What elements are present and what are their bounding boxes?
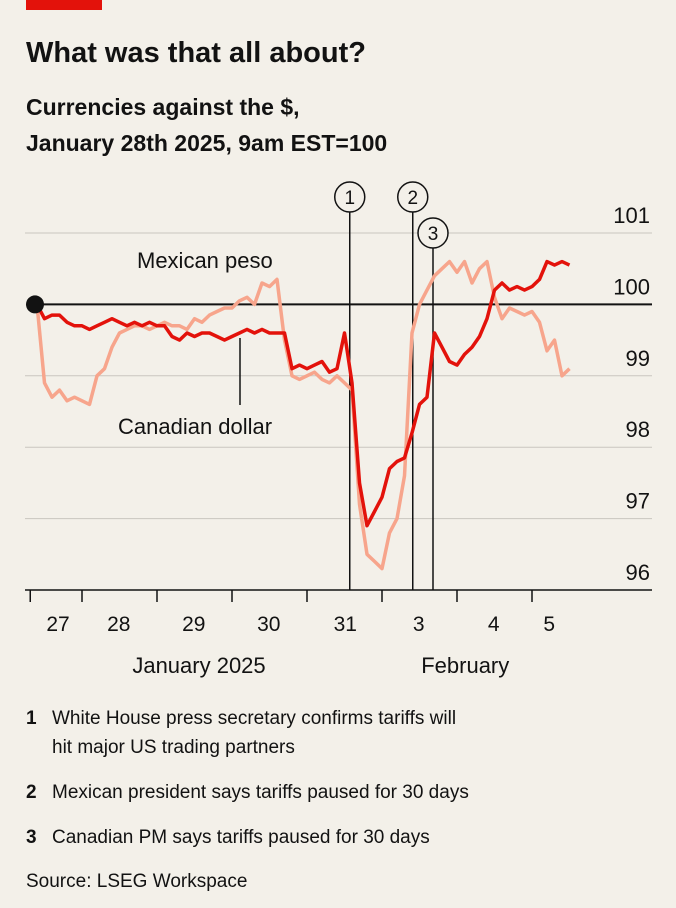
x-tick-label: 27 (46, 613, 69, 636)
source: Source: LSEG Workspace (26, 871, 247, 892)
legend-label: Mexican peso (137, 248, 273, 273)
x-tick-label: 30 (257, 613, 280, 636)
chart-subtitle: January 28th 2025, 9am EST=100 (26, 130, 387, 156)
note-number: 2 (26, 782, 37, 803)
note-text: hit major US trading partners (52, 737, 295, 758)
event-label: 1 (344, 188, 355, 209)
series-line (35, 259, 571, 571)
x-tick-label: 5 (543, 613, 555, 636)
event-label: 2 (407, 188, 418, 209)
series-line (35, 259, 571, 528)
y-tick-label: 97 (626, 489, 650, 514)
x-tick-label: 29 (182, 613, 205, 636)
start-dot (26, 295, 44, 314)
brand-tag (26, 0, 102, 10)
note-text: Mexican president says tariffs paused fo… (52, 782, 469, 803)
event-marker (397, 181, 429, 213)
x-tick-label: 4 (488, 613, 500, 636)
note-text: Canadian PM says tariffs paused for 30 d… (52, 827, 430, 848)
y-tick-label: 100 (613, 274, 650, 299)
chart-subtitle: Currencies against the $, (26, 94, 300, 120)
month-label: February (421, 653, 509, 678)
x-tick-label: 3 (413, 613, 425, 636)
legend-label: Canadian dollar (118, 414, 272, 439)
x-tick-label: 31 (334, 613, 357, 636)
x-tick-label: 28 (107, 613, 130, 636)
note-text: White House press secretary confirms tar… (52, 708, 456, 729)
y-tick-label: 101 (613, 203, 650, 228)
note-number: 3 (26, 827, 37, 848)
y-tick-label: 99 (626, 346, 650, 371)
note-number: 1 (26, 708, 37, 729)
month-label: January 2025 (132, 653, 265, 678)
event-marker (334, 181, 366, 213)
chart-title: What was that all about? (26, 37, 366, 69)
y-tick-label: 96 (626, 560, 650, 585)
y-tick-label: 98 (626, 417, 650, 442)
event-label: 3 (428, 224, 439, 245)
event-marker (417, 217, 449, 249)
